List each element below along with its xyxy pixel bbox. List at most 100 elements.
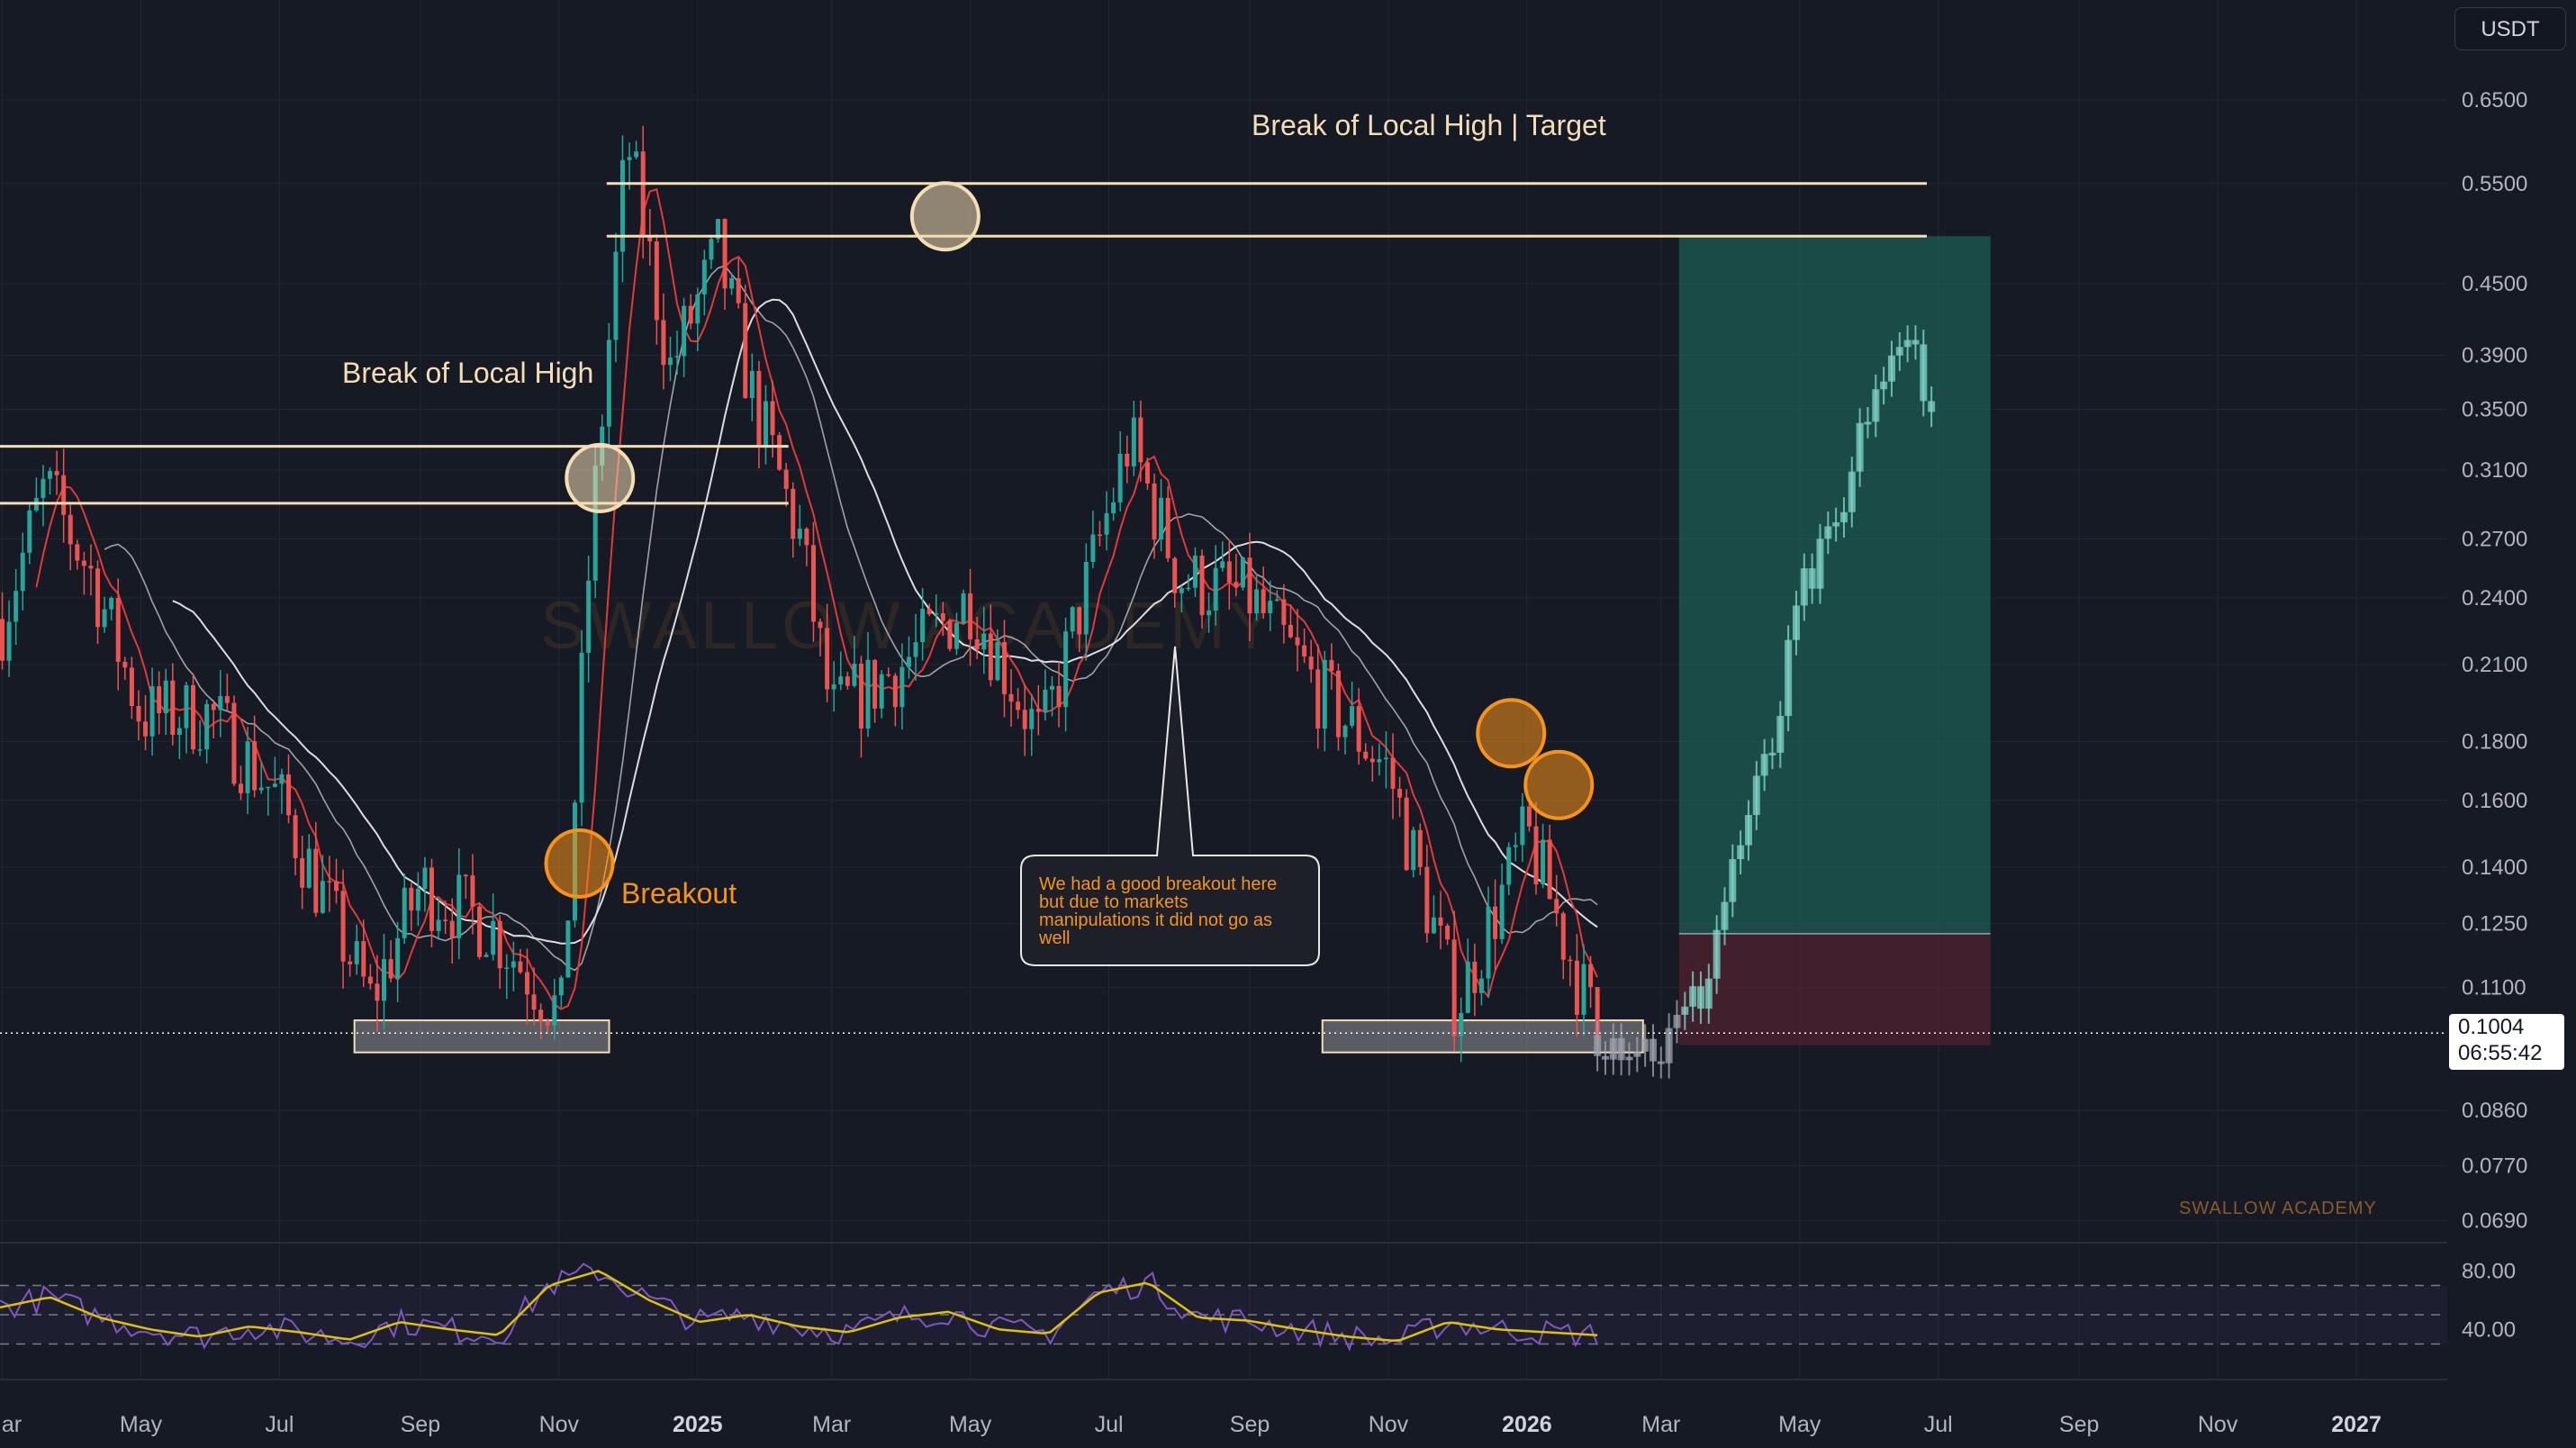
candle-body — [1574, 960, 1579, 1015]
time-tick-label: 2027 — [2331, 1412, 2382, 1437]
candle-body — [961, 593, 966, 623]
candle-body — [429, 867, 434, 931]
price-tick-label: 0.1100 — [2462, 976, 2526, 1000]
note-line-2: but due to markets — [1039, 892, 1189, 912]
candle-body — [1568, 959, 1573, 962]
candle-body — [981, 633, 987, 650]
candle-body — [136, 705, 141, 722]
candle-body — [545, 1020, 550, 1026]
candle-body — [41, 478, 46, 498]
time-tick-label: May — [120, 1412, 163, 1437]
candle-body — [129, 667, 134, 706]
candle-body — [592, 466, 598, 581]
candle-body — [743, 303, 748, 399]
projected-body — [1729, 859, 1737, 902]
candle-body — [388, 959, 393, 979]
candle-body — [749, 370, 755, 399]
candle-body — [266, 786, 271, 789]
candle-body — [988, 633, 993, 681]
candle-body — [334, 881, 339, 891]
projected-body — [1601, 1055, 1609, 1060]
candle-body — [122, 661, 128, 668]
candle-body — [1438, 917, 1443, 926]
candle-body — [1513, 845, 1518, 847]
candle-body — [1459, 1012, 1464, 1036]
candle-body — [176, 728, 182, 735]
candle-body — [872, 659, 878, 709]
projected-body — [1800, 568, 1808, 606]
candle-body — [197, 749, 203, 751]
candle-body — [1541, 839, 1546, 885]
candle-body — [0, 619, 5, 661]
candle-body — [1465, 961, 1470, 1013]
projected-body — [1785, 639, 1793, 717]
level-lines — [0, 182, 2447, 1035]
note-box — [1020, 646, 1320, 966]
candle-body — [1424, 866, 1430, 934]
candle-body — [1022, 710, 1027, 729]
candle-body — [436, 919, 441, 931]
projected-body — [1704, 978, 1713, 1009]
projected-body — [1856, 422, 1864, 472]
candle-body — [777, 435, 782, 470]
candle-body — [1486, 906, 1491, 979]
profit-zone — [1678, 236, 1991, 934]
currency-selector[interactable]: USDT — [2454, 7, 2566, 50]
candle-body — [647, 237, 653, 242]
candle-body — [688, 305, 693, 324]
candle-body — [102, 609, 107, 628]
candle-body — [1213, 567, 1218, 611]
candle-body — [320, 881, 325, 913]
candle-body — [1478, 978, 1484, 993]
candle-body — [348, 961, 353, 964]
candle-body — [1526, 806, 1532, 827]
projected-body — [1816, 538, 1824, 589]
candle-body — [382, 959, 387, 1001]
candle-body — [143, 721, 149, 737]
candle-body — [1274, 599, 1279, 602]
candle-body — [995, 642, 1000, 681]
candle-body — [1016, 701, 1021, 710]
candle-body — [1335, 670, 1341, 738]
candle-body — [1056, 685, 1062, 708]
projected-body — [1681, 1006, 1689, 1015]
circle-marker — [909, 181, 981, 252]
projected-body — [1832, 522, 1840, 527]
candle-body — [504, 967, 510, 969]
candle-body — [886, 674, 891, 676]
projected-body — [1920, 344, 1928, 402]
time-tick-label: Sep — [401, 1412, 440, 1437]
projected-body — [1895, 347, 1903, 356]
candle-body — [1288, 624, 1293, 638]
time-tick-label: Jul — [1924, 1412, 1953, 1437]
time-tick-label: Jul — [265, 1412, 294, 1437]
candle-body — [613, 251, 619, 340]
projected-body — [1594, 1035, 1602, 1056]
projected-body — [1721, 901, 1729, 930]
candle-body — [1179, 588, 1184, 593]
price-tick-label: 0.1400 — [2462, 855, 2527, 880]
candle-body — [1254, 589, 1260, 614]
price-tick-label: 0.5500 — [2462, 172, 2527, 196]
price-tick-label: 0.0690 — [2462, 1208, 2527, 1233]
candle-body — [224, 696, 230, 703]
current-price-value: 0.1004 — [2458, 1015, 2525, 1039]
candle-body — [558, 977, 564, 996]
candle-body — [682, 305, 687, 357]
note-line-3: manipulations it did not go as — [1039, 910, 1272, 930]
candle-body — [797, 529, 802, 539]
candle-body — [109, 598, 114, 610]
candle-body — [1397, 788, 1403, 798]
candle-body — [75, 544, 80, 561]
candle-body — [1043, 689, 1048, 712]
projected-body — [1768, 752, 1776, 756]
candle-body — [852, 664, 857, 686]
candle-body — [48, 471, 53, 479]
candle-body — [667, 357, 673, 366]
candle-body — [606, 339, 611, 427]
candle-body — [934, 613, 939, 615]
time-tick-label: Mar — [1641, 1412, 1680, 1437]
note-callout: We had a good breakout here but due to m… — [1020, 646, 1320, 966]
projected-body — [1776, 716, 1785, 753]
